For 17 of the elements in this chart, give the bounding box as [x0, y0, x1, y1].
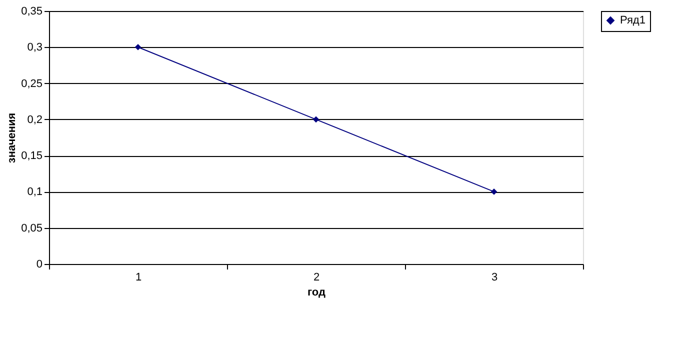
y-tick-label: 0,2 — [27, 114, 42, 126]
y-tick-label: 0,15 — [21, 150, 42, 162]
legend-label: Ряд1 — [620, 14, 646, 26]
y-tick-label: 0,25 — [21, 78, 42, 90]
point — [134, 44, 142, 50]
y-tick-label: 0,35 — [21, 6, 42, 18]
x-tick-label: 2 — [313, 272, 320, 284]
y-tick-label: 0 — [36, 258, 42, 270]
y-tick-label: 0,05 — [21, 222, 42, 234]
x-tick-label: 1 — [135, 272, 142, 284]
x-axis-title: год — [308, 286, 326, 298]
y-tick-label: 0,3 — [27, 42, 42, 54]
x-tick-label: 3 — [491, 272, 498, 284]
y-axis-title: значения — [6, 112, 18, 164]
point — [312, 116, 320, 123]
y-tick-label: 0,1 — [27, 186, 42, 198]
point — [490, 188, 498, 195]
